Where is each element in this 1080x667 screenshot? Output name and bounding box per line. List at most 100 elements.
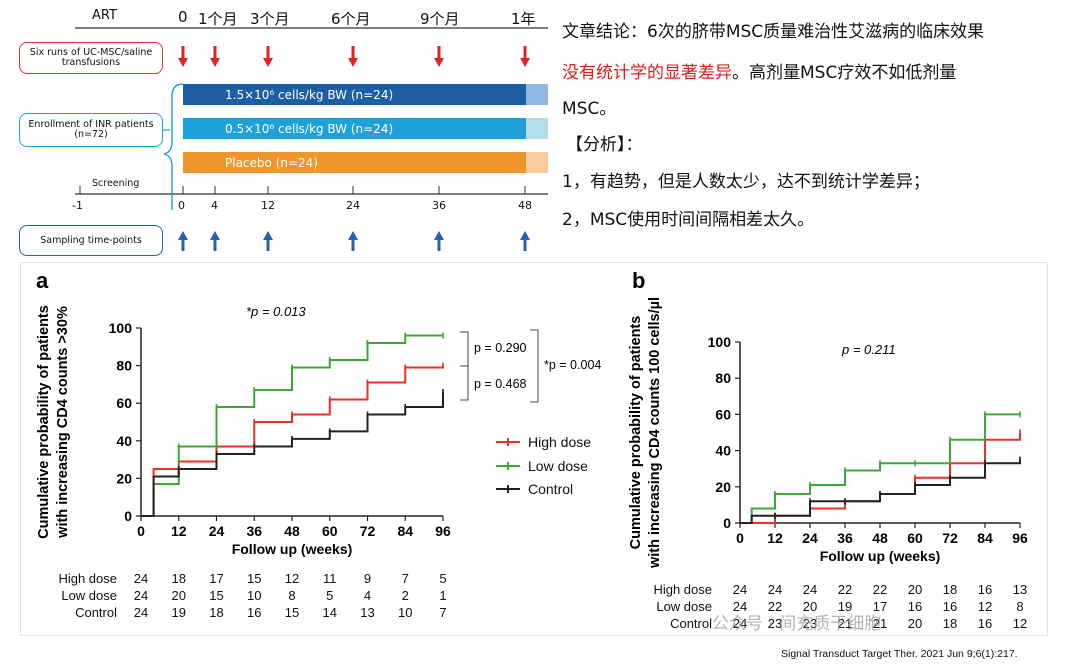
transfusion-arrow-icon	[348, 46, 358, 67]
series-line-low-dose	[141, 334, 443, 517]
art-label: ART	[92, 8, 117, 23]
y-tick-label: 60	[715, 406, 731, 422]
at-risk-count: 16	[977, 616, 993, 631]
panel-label-a: a	[36, 268, 49, 293]
enrollment-box: Enrollment of INR patients (n=72)	[19, 113, 163, 147]
chart-a: 0 12 24 36 48 60 72 84 96 0 20 40 60 80 100 Follow up (…	[36, 268, 601, 557]
x-tick-label: 48	[284, 523, 300, 539]
at-risk-count: 7	[439, 605, 447, 620]
analysis-point-1: 1，有趋势，但是人数太少，达不到统计学差异；	[562, 172, 930, 192]
y-tick-label: 0	[124, 508, 132, 524]
month-label-12: 1年	[511, 10, 536, 28]
low-dose-bar-end	[526, 118, 548, 139]
at-risk-count: 5	[439, 571, 447, 586]
at-risk-count: 12	[977, 599, 993, 614]
at-risk-count: 1	[439, 588, 447, 603]
conclusion-line-1: 文章结论：6次的脐带MSC质量难治性艾滋病的临床效果	[562, 22, 985, 42]
sampling-box: Sampling time-points	[19, 225, 163, 256]
at-risk-count: 18	[209, 605, 224, 620]
y-tick-label: 80	[715, 370, 731, 386]
at-risk-count: 15	[247, 571, 262, 586]
x-tick-label: 12	[767, 530, 783, 546]
x-tick-label: 48	[872, 530, 888, 546]
at-risk-count: 15	[284, 605, 300, 620]
transfusion-box: Six runs of UC-MSC/saline transfusions	[19, 42, 163, 74]
x-tick-label: 84	[397, 523, 413, 539]
sampling-arrow-icon	[210, 231, 220, 251]
x-tick-label: 36	[837, 530, 853, 546]
placebo-bar: Placebo (n=24)	[183, 152, 526, 173]
at-risk-count: 21	[872, 616, 888, 631]
at-risk-count: 16	[907, 599, 923, 614]
legend-control: Control	[496, 481, 573, 497]
x-tick-label: 84	[977, 530, 993, 546]
series-line-low-dose	[740, 413, 1020, 524]
at-risk-count: 20	[907, 616, 923, 631]
at-risk-row-label: Low dose	[656, 599, 712, 614]
at-risk-count: 13	[360, 605, 375, 620]
x-tick-label: 0	[137, 523, 145, 539]
y-tick-label: 100	[708, 334, 732, 350]
legend-swatch-low	[496, 462, 520, 470]
at-risk-count: 24	[732, 616, 748, 631]
week-label: 24	[346, 199, 360, 212]
legend-label-high: High dose	[528, 434, 592, 450]
y-tick-label: 60	[116, 395, 132, 411]
analysis-point-2: 2，MSC使用时间间隔相差太久。	[562, 210, 815, 230]
at-risk-count: 20	[907, 582, 923, 597]
at-risk-count: 5	[326, 588, 334, 603]
y-tick-label: 40	[116, 433, 132, 449]
p-value-3: *p = 0.004	[544, 358, 601, 372]
at-risk-count: 16	[977, 582, 993, 597]
conclusion-line-2: 没有统计学的显著差异。高剂量MSC疗效不如低剂量	[562, 61, 956, 85]
legend-swatch-high	[496, 438, 520, 446]
at-risk-count: 18	[942, 582, 958, 597]
at-risk-count: 24	[732, 599, 748, 614]
at-risk-count: 22	[872, 582, 888, 597]
week-label: 4	[211, 199, 218, 212]
month-label-1: 1个月	[198, 10, 238, 28]
at-risk-row-label: Control	[670, 616, 712, 631]
trial-timeline: ART 0 1个月 3个月 6个月 9个月 1年 Six runs of UC-…	[0, 0, 548, 262]
at-risk-count: 20	[171, 588, 186, 603]
y-tick-label: 20	[116, 470, 132, 486]
at-risk-count: 24	[732, 582, 748, 597]
bracket-3	[530, 329, 539, 403]
at-risk-count: 22	[767, 599, 783, 614]
sampling-arrow-icon	[178, 231, 188, 251]
at-risk-count: 2	[401, 588, 409, 603]
legend-label-low: Low dose	[528, 458, 588, 474]
week-label: 48	[518, 199, 532, 212]
timeline-lines	[75, 27, 548, 251]
at-risk-count: 12	[1012, 616, 1028, 631]
transfusion-arrow-icon	[263, 46, 273, 67]
y-axis-label: with increasing CD4 counts >30%	[55, 306, 71, 539]
at-risk-count: 24	[133, 605, 149, 620]
y-tick-label: 100	[109, 320, 133, 336]
at-risk-count: 18	[171, 571, 186, 586]
week-label: 36	[432, 199, 446, 212]
at-risk-count: 17	[872, 599, 888, 614]
at-risk-row-label: High dose	[653, 582, 712, 597]
at-risk-count: 11	[323, 571, 337, 586]
at-risk-count: 24	[133, 588, 149, 603]
x-tick-label: 36	[246, 523, 262, 539]
at-risk-count: 24	[133, 571, 149, 586]
bracket-2	[460, 365, 469, 401]
x-axis-label: Follow up (weeks)	[820, 548, 941, 564]
transfusion-arrow-icon	[178, 46, 188, 67]
transfusion-arrow-icon	[210, 46, 220, 67]
conclusion-highlight: 没有统计学的显著差异	[562, 63, 732, 83]
at-risk-count: 22	[837, 582, 853, 597]
at-risk-count: 4	[363, 588, 372, 603]
chart-b: 0 12 24 36 48 60 72 84 96 0 20 40 60 80 100 Follow up (…	[628, 268, 1028, 569]
results-panel	[20, 262, 1048, 636]
transfusion-arrow-icon	[434, 46, 444, 67]
at-risk-count: 24	[802, 582, 818, 597]
legend-low-dose: Low dose	[496, 458, 588, 474]
at-risk-count: 19	[171, 605, 186, 620]
x-tick-label: 60	[322, 523, 338, 539]
p-value-main: *p = 0.013	[246, 304, 306, 319]
at-risk-count: 8	[288, 588, 296, 603]
sampling-arrow-icon	[348, 231, 358, 251]
